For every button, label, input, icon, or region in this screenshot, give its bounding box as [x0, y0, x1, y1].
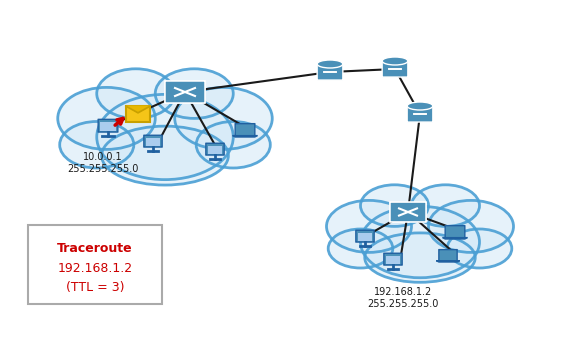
FancyBboxPatch shape: [384, 253, 402, 265]
Polygon shape: [126, 106, 150, 113]
FancyBboxPatch shape: [445, 226, 465, 238]
FancyBboxPatch shape: [386, 255, 400, 264]
Text: 192.168.1.2
255.255.255.0: 192.168.1.2 255.255.255.0: [367, 287, 439, 308]
FancyBboxPatch shape: [382, 61, 408, 77]
FancyBboxPatch shape: [28, 225, 162, 304]
Ellipse shape: [407, 102, 433, 110]
Text: 192.168.1.2: 192.168.1.2: [57, 262, 132, 275]
FancyBboxPatch shape: [439, 249, 457, 261]
FancyBboxPatch shape: [358, 232, 372, 241]
FancyBboxPatch shape: [317, 64, 343, 80]
Polygon shape: [436, 261, 459, 262]
FancyBboxPatch shape: [206, 143, 224, 155]
FancyBboxPatch shape: [208, 145, 222, 154]
FancyBboxPatch shape: [235, 124, 255, 136]
FancyBboxPatch shape: [407, 106, 433, 122]
FancyBboxPatch shape: [144, 135, 162, 147]
FancyBboxPatch shape: [126, 106, 150, 122]
FancyBboxPatch shape: [98, 119, 118, 132]
FancyBboxPatch shape: [390, 202, 426, 222]
FancyBboxPatch shape: [100, 122, 116, 131]
Text: 10.0.0.1
255.255.255.0: 10.0.0.1 255.255.255.0: [67, 152, 139, 174]
Polygon shape: [232, 136, 257, 137]
Text: Traceroute: Traceroute: [57, 242, 133, 254]
Text: (TTL = 3): (TTL = 3): [66, 280, 124, 294]
Polygon shape: [443, 238, 468, 239]
Ellipse shape: [382, 57, 408, 65]
FancyBboxPatch shape: [146, 137, 160, 146]
FancyBboxPatch shape: [356, 230, 374, 242]
FancyBboxPatch shape: [165, 81, 205, 103]
Ellipse shape: [317, 60, 343, 68]
